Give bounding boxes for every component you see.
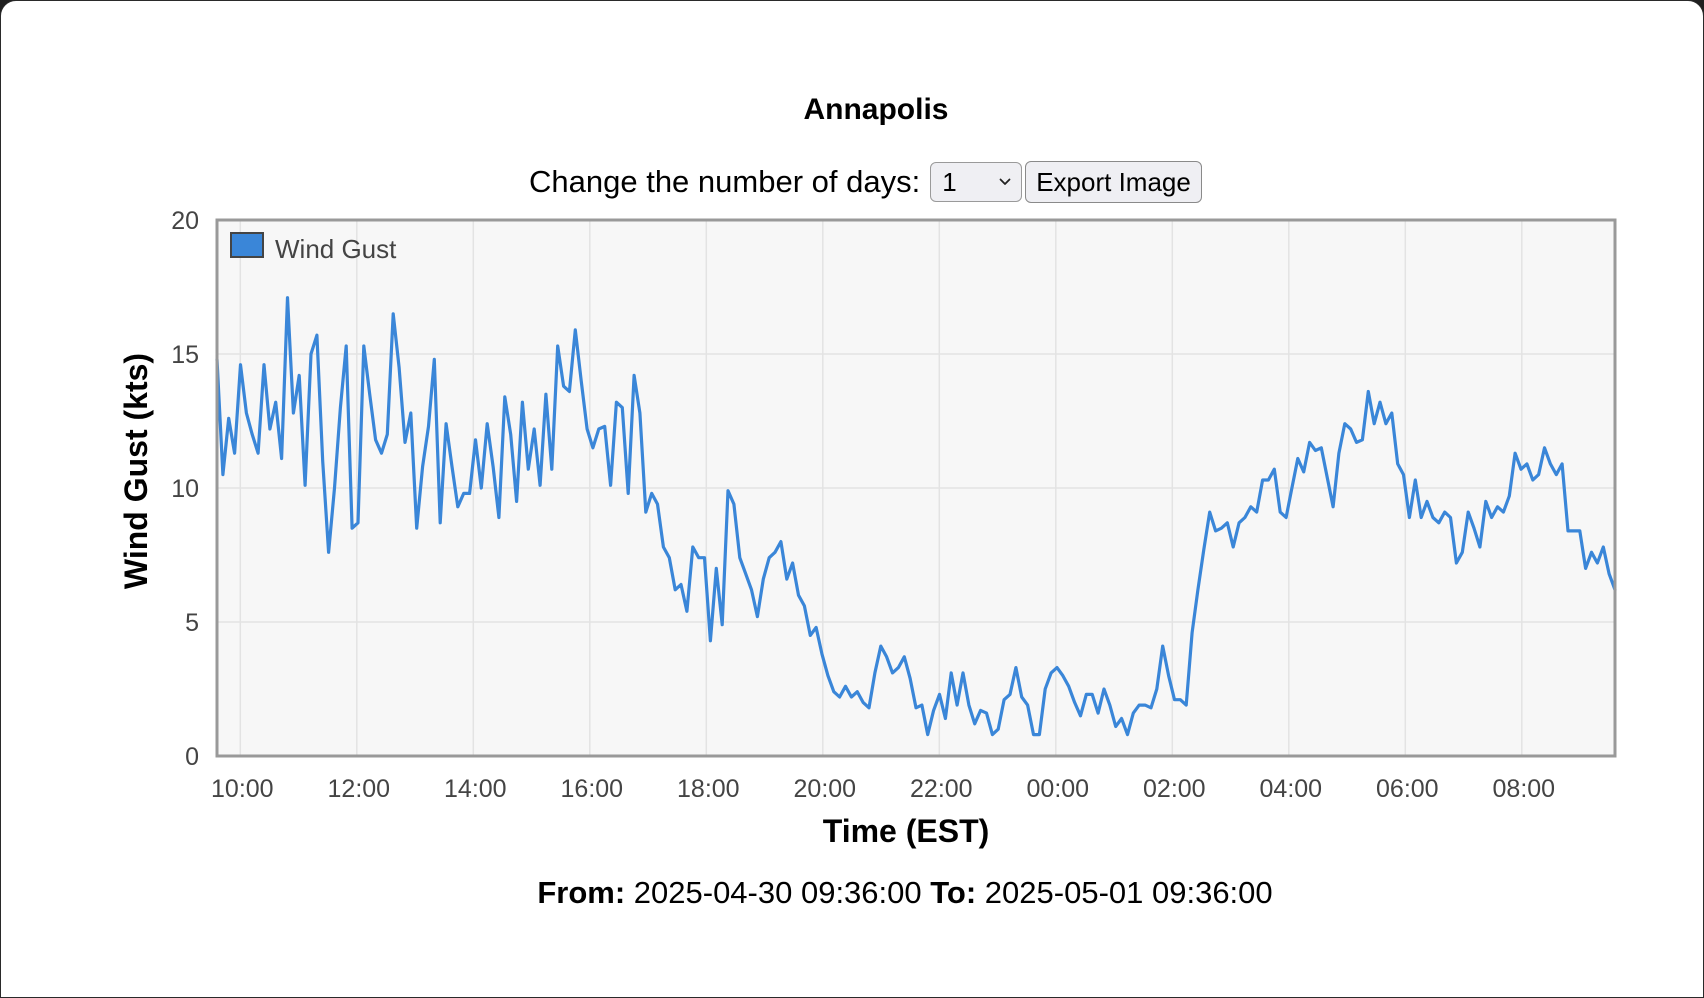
date-range: From: 2025-04-30 09:36:00 To: 2025-05-01… [1, 875, 1703, 911]
x-axis-label: Time (EST) [823, 813, 990, 849]
x-tick-label: 12:00 [328, 775, 391, 803]
y-tick-label: 20 [171, 207, 199, 235]
x-tick-label: 04:00 [1260, 775, 1323, 803]
x-axis-ticks: 10:00 12:00 14:00 16:00 18:00 20:00 22:00 00:00… [211, 775, 1555, 803]
x-tick-label: 02:00 [1143, 775, 1206, 803]
from-value: 2025-04-30 09:36:00 [633, 875, 922, 910]
legend-swatch [230, 232, 264, 258]
x-tick-label: 22:00 [910, 775, 973, 803]
legend-label: Wind Gust [275, 234, 397, 264]
days-select[interactable]: 1 [930, 162, 1023, 202]
x-tick-label: 06:00 [1376, 775, 1439, 803]
x-tick-label: 10:00 [211, 775, 274, 803]
y-tick-label: 10 [171, 475, 199, 503]
from-label: From: [537, 875, 626, 910]
y-axis-label: Wind Gust (kts) [118, 353, 154, 589]
x-tick-label: 14:00 [444, 775, 507, 803]
x-tick-label: 16:00 [561, 775, 624, 803]
y-tick-label: 15 [171, 341, 199, 369]
export-image-button[interactable]: Export Image [1025, 161, 1202, 203]
series-line-wind-gust [215, 296, 1617, 737]
days-select-value: 1 [942, 166, 957, 197]
legend: Wind Gust [230, 232, 397, 264]
y-axis-ticks: 0 5 10 15 20 [171, 207, 199, 771]
plot-border [215, 218, 1617, 758]
controls-bar: Change the number of days: 1 Export Imag… [529, 161, 1202, 203]
days-label: Change the number of days: [529, 164, 921, 199]
to-label: To: [930, 875, 977, 910]
x-tick-label: 08:00 [1493, 775, 1556, 803]
y-tick-label: 5 [185, 609, 199, 637]
to-value: 2025-05-01 09:36:00 [984, 875, 1273, 910]
y-tick-label: 0 [185, 743, 199, 771]
page-title: Annapolis [803, 93, 949, 126]
x-tick-label: 18:00 [677, 775, 740, 803]
chevron-down-icon [999, 178, 1011, 185]
x-tick-label: 00:00 [1027, 775, 1090, 803]
x-tick-label: 20:00 [794, 775, 857, 803]
